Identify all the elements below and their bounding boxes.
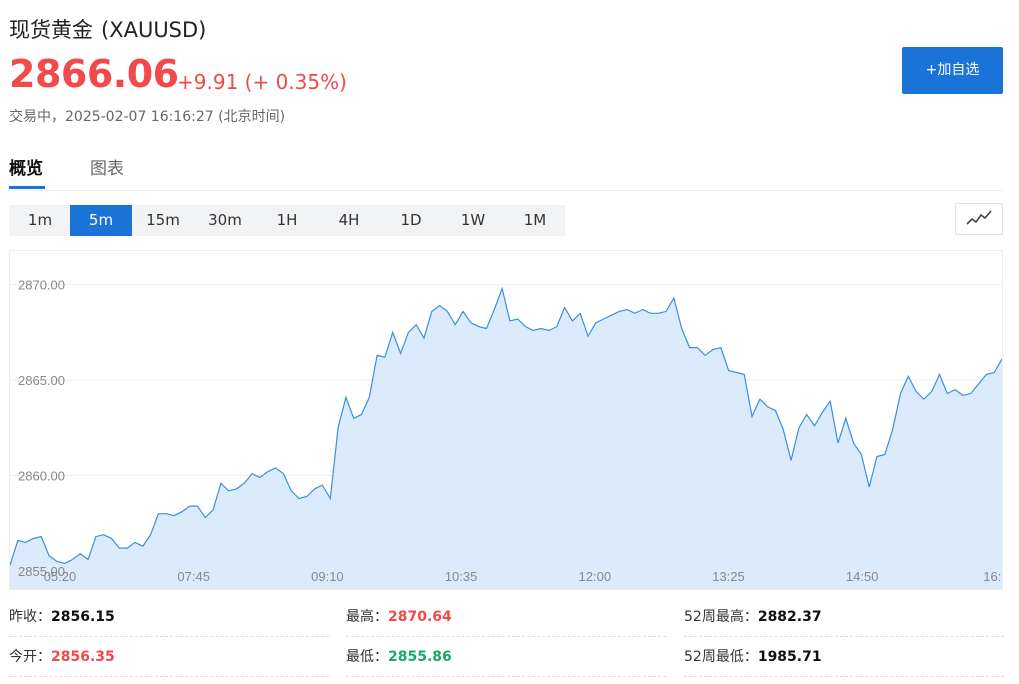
period-4h[interactable]: 4H	[338, 211, 360, 229]
period-selector: 1m 5m 15m 30m 1H 4H 1D 1W 1M	[9, 205, 565, 236]
change-value: +9.91	[177, 70, 239, 94]
stat-52w-high: 52周最高：2882.37	[684, 598, 1004, 637]
price-chart: 2870.00 2865.00 2860.00 2855.00 05:20 07:45 09…	[9, 250, 1003, 590]
current-price: 2866.06	[9, 52, 179, 96]
y-tick-label: 2860.00	[18, 469, 65, 484]
instrument-name: 现货黄金	[9, 18, 93, 42]
tab-chart[interactable]: 图表	[90, 159, 124, 179]
x-tick-label: 14:50	[846, 569, 879, 584]
y-tick-label: 2855.00	[18, 564, 65, 579]
price-area	[10, 288, 1002, 589]
x-tick-label: 13:25	[712, 569, 745, 584]
period-1w[interactable]: 1W	[460, 211, 486, 229]
price-line	[10, 286, 1002, 566]
period-1d[interactable]: 1D	[400, 211, 422, 229]
tab-overview[interactable]: 概览	[9, 159, 43, 179]
period-15m[interactable]: 15m	[146, 211, 180, 229]
stat-52w-low: 52周最低：1985.71	[684, 638, 1004, 677]
period-1m[interactable]: 1m	[27, 211, 53, 229]
x-tick-label: 16:1	[983, 569, 1002, 584]
y-tick-label: 2870.00	[18, 278, 65, 293]
status-timezone: (北京时间)	[218, 109, 286, 125]
add-watchlist-button[interactable]: +加自选	[902, 47, 1003, 94]
x-tick-label: 12:00	[579, 569, 612, 584]
tab-bar: 概览 图表	[9, 146, 1003, 191]
stat-low: 最低：2855.86	[346, 638, 666, 677]
stat-high: 最高：2870.64	[346, 598, 666, 637]
stat-prev-close: 昨收：2856.15	[9, 598, 329, 637]
period-1h[interactable]: 1H	[276, 211, 298, 229]
y-tick-label: 2865.00	[18, 373, 65, 388]
trading-status: 交易中，2025-02-07 16:16:27 (北京时间)	[9, 109, 286, 125]
price-change: +9.91 (+ 0.35%)	[177, 70, 347, 94]
line-chart-icon	[966, 210, 992, 225]
period-30m[interactable]: 30m	[208, 211, 242, 229]
x-tick-label: 05:20	[44, 569, 77, 584]
chart-type-button[interactable]	[955, 203, 1003, 235]
change-percent: (+ 0.35%)	[244, 70, 347, 94]
x-tick-label: 09:10	[311, 569, 344, 584]
status-text: 交易中	[9, 109, 51, 125]
stats-panel: 昨收：2856.15 最高：2870.64 52周最高：2882.37 今开：2…	[0, 598, 1019, 684]
active-tab-indicator	[9, 186, 45, 189]
stat-open: 今开：2856.35	[9, 638, 329, 677]
x-tick-label: 07:45	[177, 569, 210, 584]
status-timestamp: 2025-02-07 16:16:27	[65, 109, 214, 125]
period-5m[interactable]: 5m	[70, 205, 132, 236]
period-1mo[interactable]: 1M	[523, 211, 547, 229]
instrument-title: 现货黄金 (XAUUSD)	[9, 14, 206, 44]
instrument-symbol: (XAUUSD)	[101, 18, 207, 42]
x-tick-label: 10:35	[445, 569, 478, 584]
